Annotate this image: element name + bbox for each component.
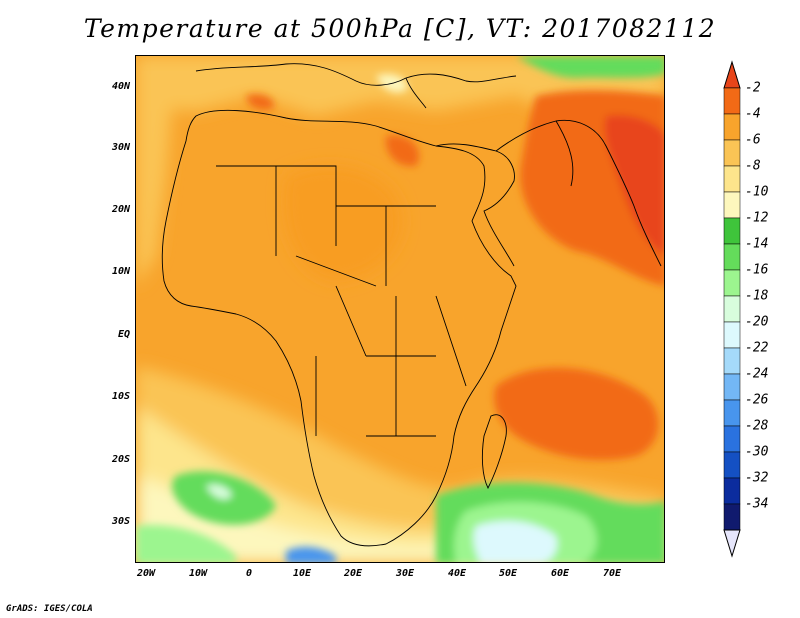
lat-label-10s: 10S: [111, 391, 130, 402]
lat-label-20s: 20S: [111, 454, 130, 465]
colorbar-label: -24: [745, 366, 769, 382]
lat-label-30s: 30S: [111, 516, 130, 527]
temperature-map: [135, 55, 665, 563]
temperature-map-svg: [136, 56, 664, 562]
colorbar-label: -8: [745, 158, 761, 174]
colorbar-top-arrow: [723, 60, 741, 89]
colorbar-label: -18: [745, 288, 769, 304]
lon-label-50e: 50E: [498, 568, 518, 579]
country-borders: [216, 165, 467, 437]
colorbar-bottom-arrow: [723, 529, 741, 558]
lon-label-10e: 10E: [292, 568, 312, 579]
warm-anomalies: [246, 90, 664, 460]
colorbar-swatches: [723, 60, 741, 558]
lon-label-20w: 20W: [136, 568, 156, 579]
grads-credit: GrADS: IGES/COLA: [6, 604, 93, 614]
africa-coastline: [161, 109, 517, 547]
colorbar-label: -16: [745, 262, 769, 278]
lat-label-40n: 40N: [111, 81, 130, 92]
chart-title: Temperature at 500hPa [C], VT: 201708211…: [83, 14, 717, 43]
lon-label-60e: 60E: [550, 568, 570, 579]
lat-label-30n: 30N: [111, 142, 130, 153]
lat-label-20n: 20N: [111, 204, 130, 215]
lon-label-10w: 10W: [188, 568, 208, 579]
lon-label-40e: 40E: [447, 568, 467, 579]
colorbar-label: -6: [745, 132, 761, 148]
lon-label-70e: 70E: [602, 568, 622, 579]
lat-label-10n: 10N: [111, 266, 130, 277]
colorbar-label: -28: [745, 418, 769, 434]
colorbar-label: -2: [745, 80, 761, 96]
colorbar-label: -20: [745, 314, 769, 330]
colorbar-label: -22: [745, 340, 769, 356]
lat-label-eq: EQ: [117, 329, 130, 340]
cold-anomalies: [136, 56, 664, 562]
colorbar-label: -32: [745, 470, 769, 486]
colorbar-label: -34: [745, 496, 769, 512]
europe-coastline: [195, 63, 517, 109]
lon-label-30e: 30E: [395, 568, 415, 579]
colorbar-label: -14: [745, 236, 769, 252]
colorbar-label: -10: [745, 184, 769, 200]
madagascar-coastline: [481, 414, 507, 490]
lon-label-0: 0: [245, 568, 253, 579]
lon-label-20e: 20E: [343, 568, 363, 579]
colorbar-label: -30: [745, 444, 769, 460]
middle-east-coastline: [435, 119, 662, 267]
colorbar-label: -4: [745, 106, 761, 122]
colorbar-label: -12: [745, 210, 769, 226]
coastlines: [161, 63, 662, 547]
colorbar-label: -26: [745, 392, 769, 408]
